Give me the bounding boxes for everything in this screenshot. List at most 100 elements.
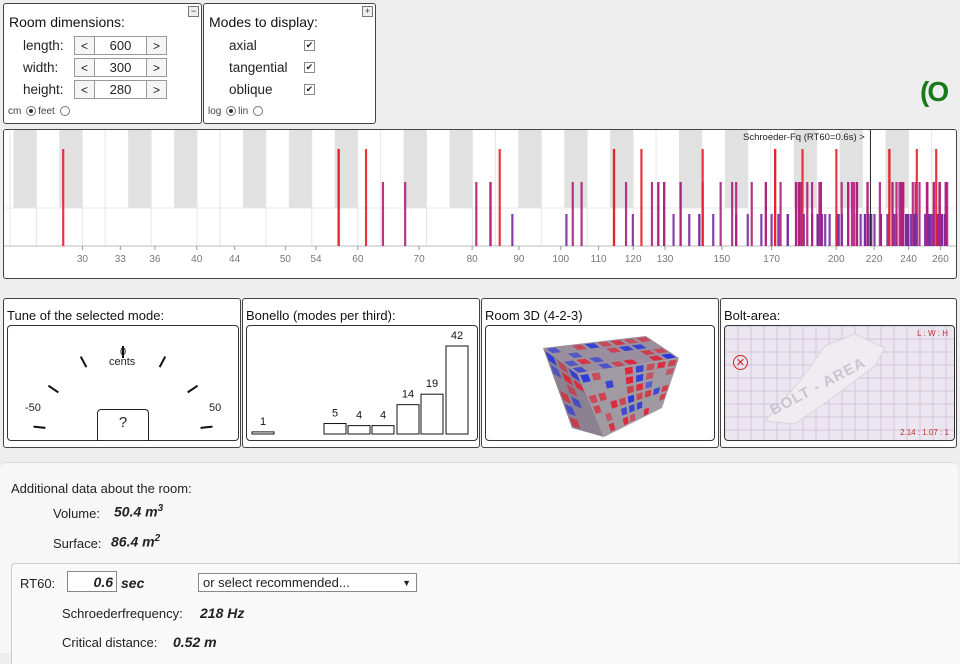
room-pressure-cell [643,407,650,416]
scale-log-label: log [208,106,222,117]
additional-title: Additional data about the room: [11,481,192,496]
room-pressure-cell [644,389,652,398]
unit-feet-radio[interactable] [59,106,70,117]
room-pressure-cell [597,341,613,347]
tangential-checkbox[interactable]: ✔ [304,62,315,73]
x-tick-label: 60 [352,254,364,265]
tune-panel: Tune of the selected mode: 0 cents -50 5… [3,298,241,448]
room-pressure-cell [646,363,655,371]
gauge-tick [47,384,59,394]
tune-value: ? [118,414,128,431]
rt60-select[interactable]: or select recommended... ▼ [198,573,417,592]
room-pressure-cell [545,351,557,367]
width-decrease-button[interactable]: < [74,58,95,77]
gauge-tick [187,384,199,394]
room3d-view[interactable] [485,325,715,441]
room-pressure-cell [652,348,668,354]
oblique-checkbox[interactable]: ✔ [304,84,315,95]
bonello-bar-label: 19 [426,378,438,390]
tangential-label: tangential [229,60,288,75]
room3d-title: Room 3D (4-2-3) [485,308,583,323]
black-key [724,130,748,208]
x-tick-label: 130 [657,254,674,265]
room-pressure-cell [640,349,655,356]
room-pressure-cell [620,406,628,416]
collapse-button[interactable]: − [188,6,199,17]
room-pressure-cell [572,366,588,373]
room-pressure-cell [623,338,639,344]
bonello-bars: 1 5 4 4 14 19 42 [251,330,469,435]
gauge-plus-label: 50 [209,402,222,414]
width-input[interactable]: 300 [94,58,147,77]
surface-value: 86.4 m2 [111,533,160,550]
room-pressure-cell [559,390,571,404]
gauge-ticks [33,346,213,429]
black-key [518,130,542,208]
room-pressure-cell [661,384,669,393]
scale-lin-radio[interactable] [252,106,263,117]
expand-button[interactable]: + [362,6,373,17]
x-tick-label: 54 [310,254,322,265]
rt60-unit: sec [121,575,145,591]
black-key [174,130,198,208]
room-pressure-cell [571,396,583,409]
width-increase-button[interactable]: > [146,58,167,77]
x-tick-label: 260 [932,254,949,265]
bonello-bar [347,425,371,435]
rt60-input[interactable]: 0.6 [67,571,117,592]
x-tick-label: 100 [552,254,569,265]
room-pressure-cell [610,361,626,367]
schroeder-label: Schroeder-Fq (RT60=0.6s) > [743,132,865,143]
app-logo: (O [920,76,949,107]
room-pressure-cell [636,337,652,343]
room-pressure-cell [665,367,675,376]
bonello-bar [371,425,395,435]
room-pressure-cell [627,394,635,404]
room-pressure-cell [659,392,667,401]
bolt-panel: Bolt-area: BOLT - AREA L : W : H 2.14 : … [720,298,957,448]
mode-spectrum[interactable]: 30 33 36 40 44 50 54 60 70 80 90 100 110 120 130 150 170… [4,130,956,278]
room-pressure-cell [622,416,629,426]
length-input[interactable]: 600 [94,36,147,55]
bolt-chart[interactable]: BOLT - AREA L : W : H 2.14 : 1.07 : 1 ✕ [724,325,955,441]
room-pressure-cell [573,379,585,393]
axial-checkbox[interactable]: ✔ [304,40,315,51]
length-decrease-button[interactable]: < [74,36,95,55]
bonello-bar [420,393,444,435]
scale-log-radio[interactable] [226,106,237,117]
surface-exponent: 2 [154,533,161,544]
room-pressure-cell [631,344,647,350]
room-pressure-cell [625,376,634,385]
bolt-corner-label: L : W : H [917,329,948,338]
length-increase-button[interactable]: > [146,36,167,55]
volume-value: 50.4 m3 [114,503,163,520]
room-pressure-cell [623,359,638,365]
unit-feet-label: feet [38,106,55,117]
height-increase-button[interactable]: > [146,80,167,99]
x-tick-label: 50 [280,254,292,265]
unit-cm-radio[interactable] [26,106,37,117]
room-pressure-cell [635,364,644,373]
unit-cm-label: cm [8,106,22,117]
tune-value-box: ? [97,409,149,441]
room-pressure-cell [591,372,602,381]
bonello-bar-label: 14 [402,389,414,401]
black-key [403,130,427,208]
width-label: width: [23,60,59,75]
bonello-bar-label: 4 [356,410,362,422]
room-pressure-cell [605,412,613,422]
room-pressure-cell [598,392,607,402]
critical-distance-label: Critical distance: [62,635,158,650]
room-pressure-cell [636,401,643,410]
rt60-box: RT60: 0.6 sec or select recommended... ▼… [11,563,960,664]
room-pressure-cell [576,358,592,365]
bolt-ratio-label: 2.14 : 1.07 : 1 [900,428,949,437]
oblique-label: oblique [229,82,273,97]
height-input[interactable]: 280 [94,80,147,99]
room-pressure-cell [667,359,677,367]
height-decrease-button[interactable]: < [74,80,95,99]
bonello-bar [445,345,469,435]
room3d-render[interactable] [486,326,714,440]
room-pressure-cell [567,352,583,359]
height-label: height: [23,82,64,97]
